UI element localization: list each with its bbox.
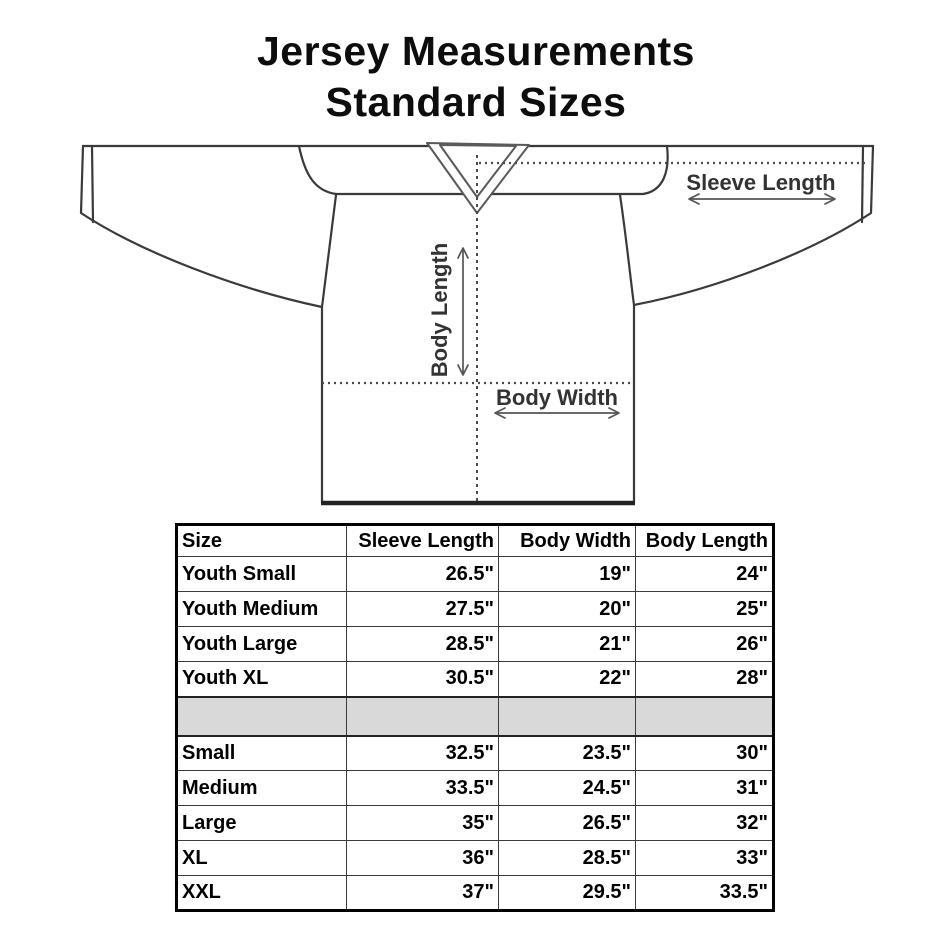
cell-body-length: 32" xyxy=(635,805,774,841)
spacer-cell xyxy=(346,695,499,737)
cell-sleeve-length: 30.5" xyxy=(346,661,499,697)
cell-sleeve-length: 37" xyxy=(346,875,499,911)
cell-size: Youth Large xyxy=(176,626,347,662)
table-row: XXL 37" 29.5" 33.5" xyxy=(176,875,774,911)
body-width-label: Body Width xyxy=(496,385,618,410)
cell-body-length: 33.5" xyxy=(635,875,774,911)
cell-size: Youth Small xyxy=(176,556,347,592)
spacer-cell xyxy=(176,695,347,737)
body-length-arrow-icon xyxy=(457,247,469,376)
sleeve-length-arrow-icon xyxy=(688,193,836,205)
col-header-size: Size xyxy=(176,524,347,557)
cell-body-width: 21" xyxy=(498,626,636,662)
body-width-arrow-icon xyxy=(494,407,620,419)
col-header-sleeve-length: Sleeve Length xyxy=(346,524,499,557)
cell-sleeve-length: 35" xyxy=(346,805,499,841)
cell-body-width: 22" xyxy=(498,661,636,697)
table-row: Youth Large 28.5" 21" 26" xyxy=(176,626,774,662)
cell-body-length: 25" xyxy=(635,591,774,627)
cell-sleeve-length: 26.5" xyxy=(346,556,499,592)
cell-body-width: 26.5" xyxy=(498,805,636,841)
table-row: XL 36" 28.5" 33" xyxy=(176,840,774,876)
spacer-cell xyxy=(498,695,636,737)
cell-body-length: 28" xyxy=(635,661,774,697)
table-row: Small 32.5" 23.5" 30" xyxy=(176,735,774,771)
page-title: Jersey Measurements Standard Sizes xyxy=(0,26,952,128)
cell-body-width: 28.5" xyxy=(498,840,636,876)
cell-size: Medium xyxy=(176,770,347,806)
cell-sleeve-length: 28.5" xyxy=(346,626,499,662)
table-row: Youth Medium 27.5" 20" 25" xyxy=(176,591,774,627)
measurement-guides xyxy=(322,155,866,502)
cell-size: Youth XL xyxy=(176,661,347,697)
cell-body-width: 23.5" xyxy=(498,735,636,771)
col-header-body-width: Body Width xyxy=(498,524,636,557)
cell-body-length: 33" xyxy=(635,840,774,876)
table-row: Large 35" 26.5" 32" xyxy=(176,805,774,841)
cell-size: Large xyxy=(176,805,347,841)
measurement-arrows xyxy=(457,193,836,419)
page-title-line1: Jersey Measurements xyxy=(257,28,695,74)
cell-size: XXL xyxy=(176,875,347,911)
cell-sleeve-length: 27.5" xyxy=(346,591,499,627)
cell-size: Youth Medium xyxy=(176,591,347,627)
cell-body-length: 30" xyxy=(635,735,774,771)
table-row: Youth Small 26.5" 19" 24" xyxy=(176,556,774,592)
cell-body-width: 20" xyxy=(498,591,636,627)
cell-size: Small xyxy=(176,735,347,771)
spacer-cell xyxy=(635,695,774,737)
cell-body-length: 26" xyxy=(635,626,774,662)
table-header-row: Size Sleeve Length Body Width Body Lengt… xyxy=(176,524,774,557)
cell-sleeve-length: 32.5" xyxy=(346,735,499,771)
cell-body-width: 29.5" xyxy=(498,875,636,911)
body-length-label: Body Length xyxy=(427,243,452,377)
table-row: Youth XL 30.5" 22" 28" xyxy=(176,661,774,697)
sleeve-length-label: Sleeve Length xyxy=(686,170,835,195)
size-chart-table: Size Sleeve Length Body Width Body Lengt… xyxy=(175,523,775,912)
col-header-body-length: Body Length xyxy=(635,524,774,557)
cell-body-length: 31" xyxy=(635,770,774,806)
cell-body-length: 24" xyxy=(635,556,774,592)
table-row: Medium 33.5" 24.5" 31" xyxy=(176,770,774,806)
cell-body-width: 24.5" xyxy=(498,770,636,806)
cell-sleeve-length: 33.5" xyxy=(346,770,499,806)
cell-size: XL xyxy=(176,840,347,876)
table-spacer-row xyxy=(176,695,774,737)
cell-body-width: 19" xyxy=(498,556,636,592)
cell-sleeve-length: 36" xyxy=(346,840,499,876)
page-title-line2: Standard Sizes xyxy=(325,79,627,125)
